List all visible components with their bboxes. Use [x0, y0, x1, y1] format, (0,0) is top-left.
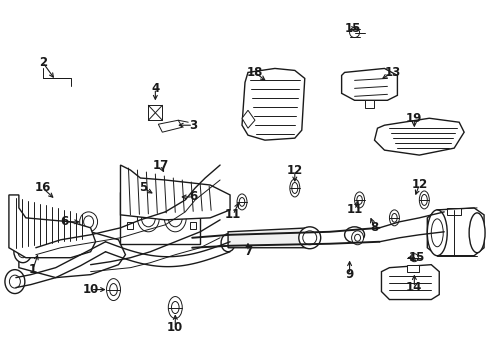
Ellipse shape [344, 227, 365, 243]
Ellipse shape [164, 204, 186, 232]
Polygon shape [121, 165, 230, 220]
Ellipse shape [55, 225, 67, 239]
Polygon shape [158, 120, 182, 132]
Ellipse shape [142, 209, 155, 227]
Ellipse shape [239, 198, 245, 206]
Polygon shape [127, 208, 133, 215]
Polygon shape [9, 195, 96, 258]
Ellipse shape [357, 195, 362, 204]
Polygon shape [427, 208, 484, 256]
Ellipse shape [168, 297, 182, 319]
Ellipse shape [390, 210, 399, 226]
Ellipse shape [392, 213, 397, 222]
Polygon shape [190, 208, 196, 215]
Ellipse shape [237, 194, 247, 210]
Text: 3: 3 [189, 119, 197, 132]
Polygon shape [19, 228, 125, 278]
Ellipse shape [174, 193, 182, 201]
Text: 8: 8 [370, 221, 379, 234]
Text: 2: 2 [39, 56, 47, 69]
Text: 6: 6 [189, 190, 197, 203]
Text: 15: 15 [409, 251, 425, 264]
Polygon shape [447, 208, 461, 215]
Ellipse shape [427, 210, 447, 256]
Text: 10: 10 [167, 321, 183, 334]
Ellipse shape [299, 227, 321, 249]
Text: 9: 9 [345, 268, 354, 281]
Ellipse shape [431, 219, 443, 247]
Ellipse shape [80, 212, 98, 232]
Ellipse shape [290, 179, 300, 197]
Text: 14: 14 [406, 281, 422, 294]
Text: 16: 16 [35, 181, 51, 194]
Text: 12: 12 [287, 163, 303, 176]
Polygon shape [342, 68, 397, 100]
Ellipse shape [355, 192, 365, 208]
Ellipse shape [84, 216, 94, 228]
Ellipse shape [221, 234, 235, 252]
Text: 1: 1 [29, 263, 37, 276]
Ellipse shape [110, 284, 117, 296]
Ellipse shape [106, 279, 121, 301]
Ellipse shape [292, 183, 298, 193]
Polygon shape [242, 68, 305, 140]
Text: 11: 11 [225, 208, 241, 221]
Text: 6: 6 [61, 215, 69, 228]
Ellipse shape [410, 254, 418, 262]
Text: 15: 15 [344, 22, 361, 35]
Ellipse shape [14, 241, 32, 263]
Ellipse shape [349, 28, 360, 37]
Text: 17: 17 [152, 158, 169, 172]
Ellipse shape [137, 204, 159, 232]
Ellipse shape [303, 231, 317, 245]
Polygon shape [374, 118, 464, 155]
Polygon shape [228, 228, 310, 248]
Text: 5: 5 [139, 181, 147, 194]
Polygon shape [407, 265, 419, 272]
Ellipse shape [355, 234, 361, 241]
Polygon shape [148, 105, 162, 120]
Ellipse shape [172, 301, 179, 314]
Text: 19: 19 [406, 112, 422, 125]
Ellipse shape [5, 270, 25, 293]
Text: 7: 7 [244, 245, 252, 258]
Ellipse shape [419, 191, 429, 209]
Ellipse shape [172, 189, 185, 205]
Text: 12: 12 [411, 179, 427, 192]
Text: 18: 18 [247, 66, 263, 79]
Ellipse shape [421, 194, 427, 206]
Ellipse shape [168, 209, 182, 227]
Text: 10: 10 [82, 283, 98, 296]
Text: 13: 13 [384, 66, 400, 79]
Ellipse shape [469, 213, 485, 253]
Text: 11: 11 [346, 203, 363, 216]
Ellipse shape [34, 227, 48, 243]
Bar [121, 192, 200, 244]
Polygon shape [190, 222, 196, 229]
Polygon shape [242, 110, 255, 128]
Ellipse shape [9, 275, 21, 288]
Ellipse shape [352, 231, 364, 245]
Ellipse shape [18, 246, 28, 258]
Polygon shape [365, 100, 374, 108]
Polygon shape [382, 265, 439, 300]
Polygon shape [127, 222, 133, 229]
Text: 4: 4 [151, 82, 159, 95]
